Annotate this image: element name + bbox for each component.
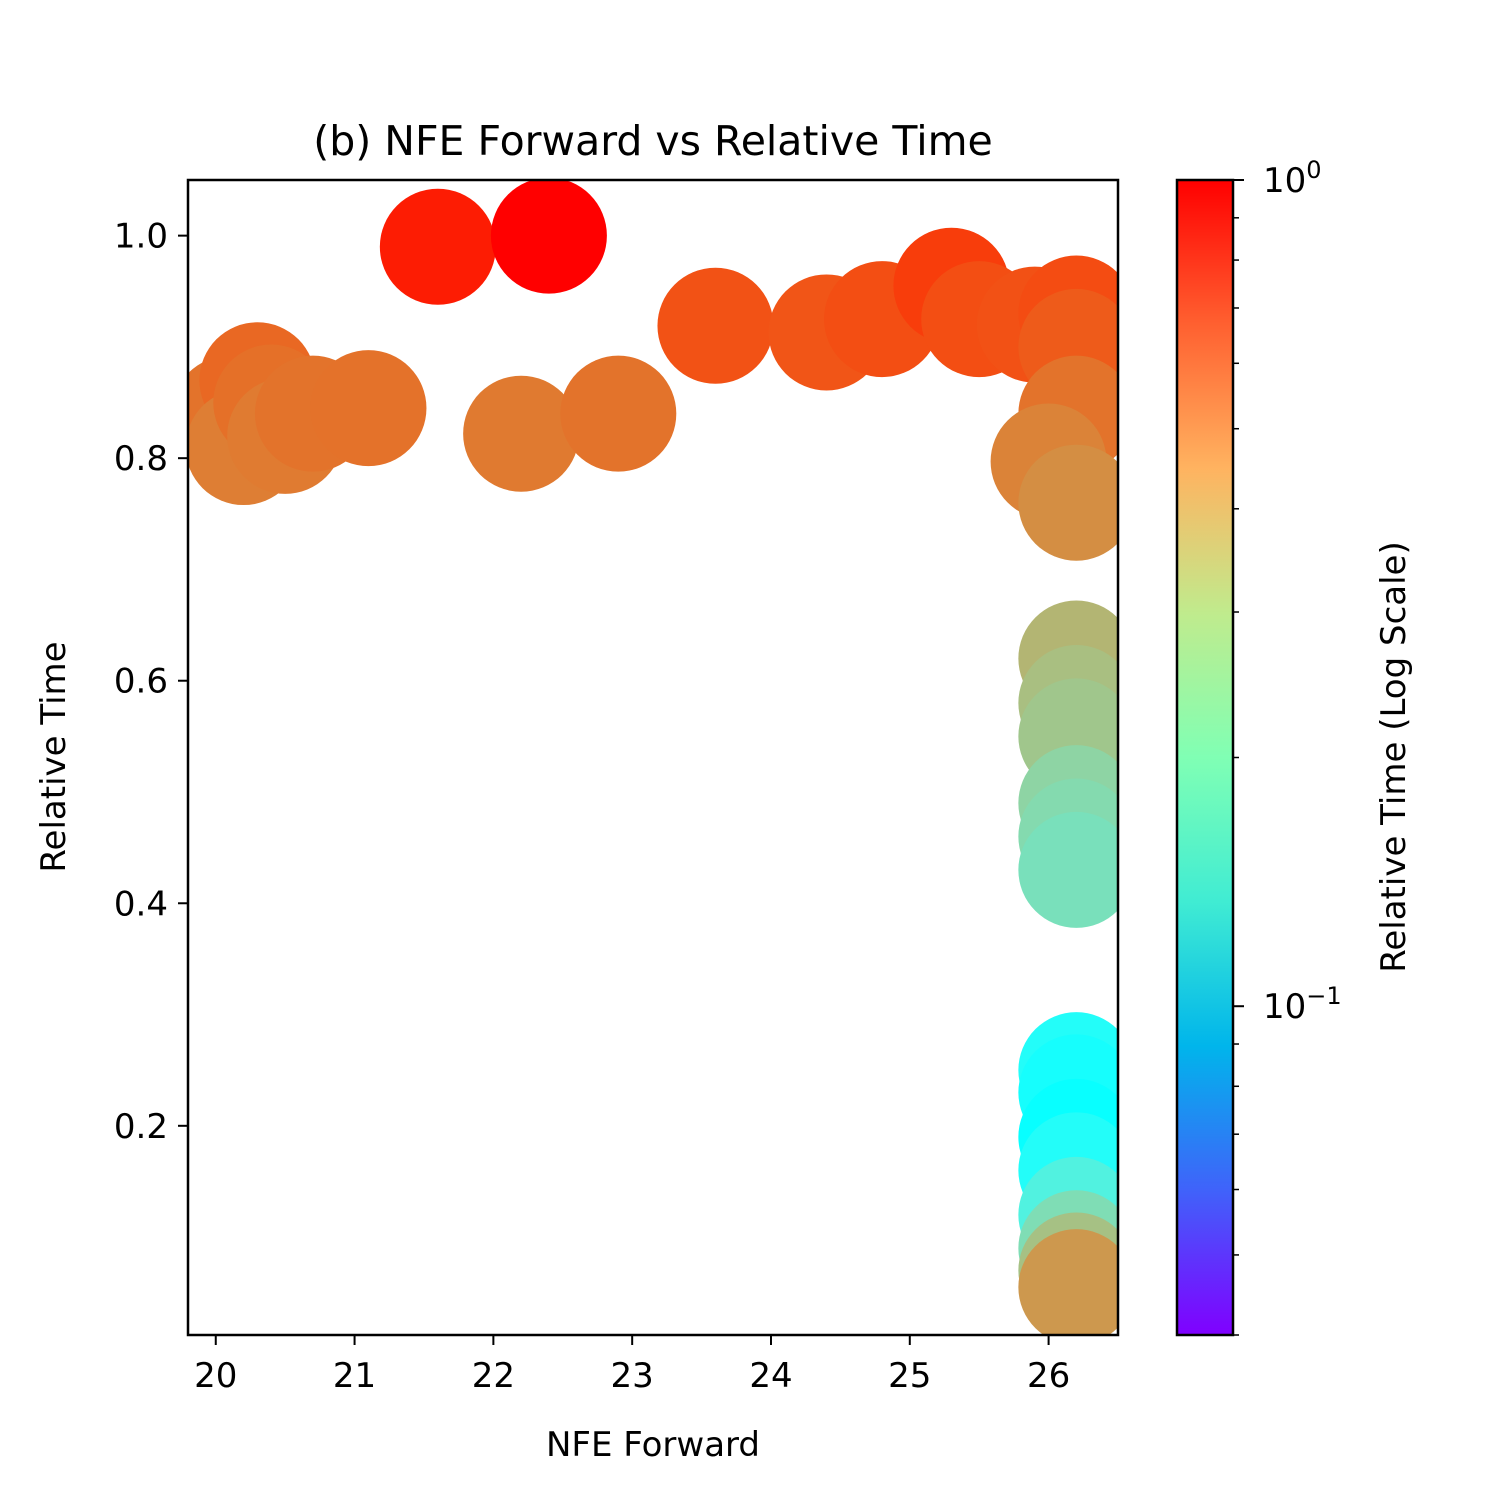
colorbar-tick-label: 100	[1263, 156, 1322, 201]
x-tick-label: 21	[333, 1356, 376, 1396]
y-tick-label: 0.6	[114, 662, 168, 702]
data-point	[463, 375, 580, 492]
y-axis-label: Relative Time	[34, 641, 74, 872]
data-point	[1018, 1229, 1118, 1335]
y-tick-label: 1.0	[114, 217, 168, 257]
x-tick-label: 25	[888, 1356, 931, 1396]
y-tick-label: 0.4	[114, 884, 168, 924]
data-point	[1018, 444, 1118, 561]
colorbar-gradient	[1177, 180, 1233, 1335]
colorbar-ticks: 10−1 100	[1233, 156, 1342, 1336]
y-axis: 0.2 0.4 0.6 0.8 1.0	[114, 217, 188, 1147]
data-point	[560, 355, 677, 472]
colorbar-tick-label: 10−1	[1263, 982, 1342, 1027]
x-tick-label: 20	[194, 1356, 237, 1396]
colorbar: 10−1 100 Relative Time (Log Scale)	[1175, 156, 1414, 1337]
colorbar-label: Relative Time (Log Scale)	[1374, 541, 1414, 972]
data-point	[379, 188, 496, 305]
data-point	[490, 180, 607, 294]
y-tick-label: 0.2	[114, 1107, 168, 1147]
data-points	[188, 180, 1118, 1335]
data-point	[1018, 811, 1118, 928]
y-tick-label: 0.8	[114, 439, 168, 479]
x-axis: 20 21 22 23 24 25 26	[194, 1335, 1070, 1396]
x-tick-label: 23	[611, 1356, 654, 1396]
x-axis-label: NFE Forward	[546, 1425, 760, 1465]
x-tick-label: 26	[1027, 1356, 1070, 1396]
data-point	[657, 267, 774, 384]
plot-frame	[186, 178, 1120, 1337]
x-tick-label: 22	[472, 1356, 515, 1396]
x-tick-label: 24	[749, 1356, 792, 1396]
data-point	[310, 350, 427, 467]
chart-title: (b) NFE Forward vs Relative Time	[313, 117, 993, 165]
